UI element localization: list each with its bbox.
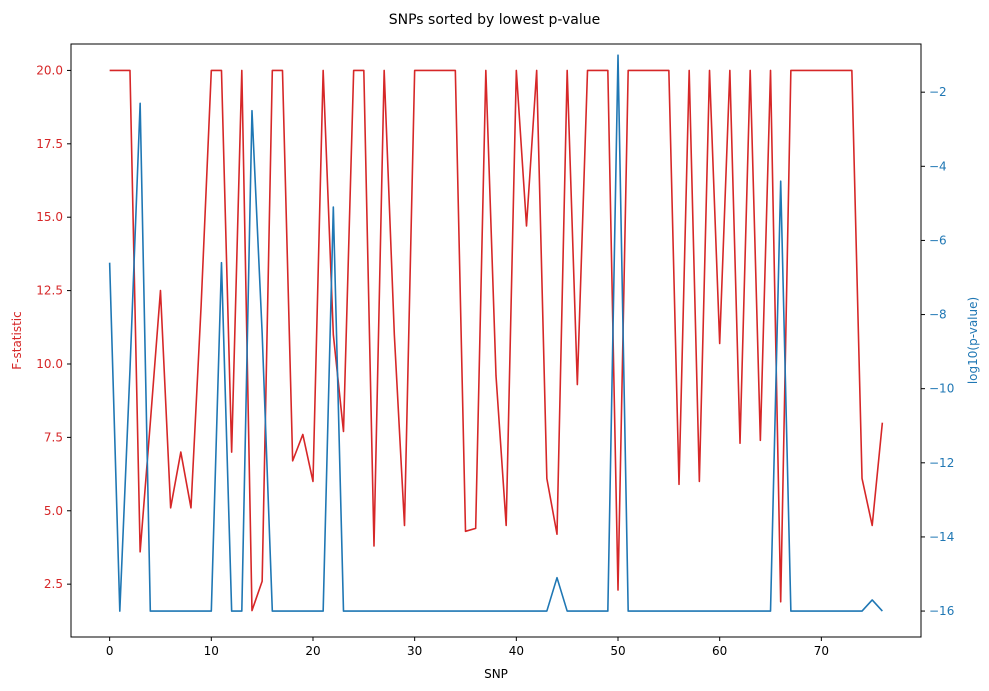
right-tick-label: −14 <box>929 530 954 544</box>
left-tick-label: 7.5 <box>44 430 63 444</box>
right-axis-label: log10(p-value) <box>966 297 980 384</box>
x-tick-label: 70 <box>814 644 829 658</box>
x-axis: 0 10 20 30 40 50 60 70 <box>106 637 829 658</box>
x-tick-label: 30 <box>407 644 422 658</box>
left-axis-label: F-statistic <box>10 311 24 369</box>
right-tick-label: −8 <box>929 308 947 322</box>
left-tick-label: 10.0 <box>36 357 63 371</box>
left-tick-label: 20.0 <box>36 63 63 77</box>
right-tick-label: −4 <box>929 159 947 173</box>
x-axis-label: SNP <box>484 667 508 681</box>
right-tick-label: −10 <box>929 382 954 396</box>
x-tick-label: 50 <box>610 644 625 658</box>
left-axis: 2.5 5.0 7.5 10.0 12.5 15.0 17.5 20.0 <box>36 63 71 591</box>
right-tick-label: −6 <box>929 233 947 247</box>
x-tick-label: 60 <box>712 644 727 658</box>
left-tick-label: 5.0 <box>44 504 63 518</box>
left-tick-label: 12.5 <box>36 284 63 298</box>
x-tick-label: 10 <box>204 644 219 658</box>
x-tick-label: 0 <box>106 644 114 658</box>
right-axis: −16 −14 −12 −10 −8 −6 −4 −2 <box>921 85 954 618</box>
x-tick-label: 40 <box>509 644 524 658</box>
right-tick-label: −16 <box>929 604 954 618</box>
x-tick-label: 20 <box>305 644 320 658</box>
left-tick-label: 15.0 <box>36 210 63 224</box>
log10-p-value-line <box>108 54 883 612</box>
f-statistic-line <box>109 69 884 612</box>
chart-title: SNPs sorted by lowest p-value <box>389 12 601 28</box>
plot-frame <box>70 43 922 638</box>
plot-area <box>108 54 884 612</box>
right-tick-label: −12 <box>929 456 954 470</box>
left-tick-label: 17.5 <box>36 137 63 151</box>
right-tick-label: −2 <box>929 85 947 99</box>
left-tick-label: 2.5 <box>44 577 63 591</box>
